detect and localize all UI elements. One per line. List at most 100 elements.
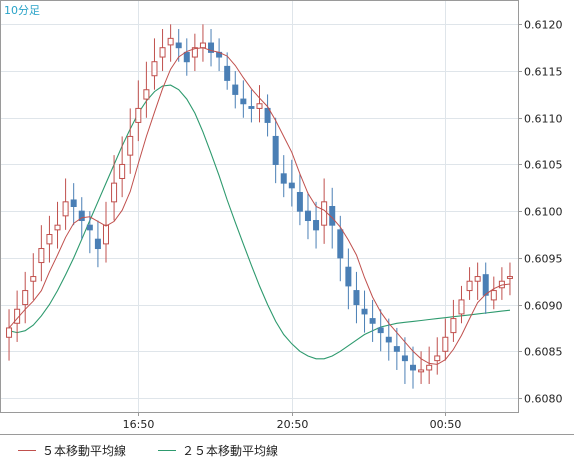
candle-body-down <box>86 224 93 231</box>
legend-label-ma5: ５本移動平均線 <box>42 444 127 458</box>
candle-body-down <box>224 65 231 81</box>
legend-item-ma5: ５本移動平均線 <box>18 442 126 459</box>
x-axis: 16:50 20:50 00:50 <box>123 412 462 431</box>
ma5-line <box>8 47 511 365</box>
candlestick-chart: 10分足 0.6120 0.6115 0.6110 0.6105 0.6100 0.609… <box>0 0 563 431</box>
candle <box>434 337 441 375</box>
candle-body-down <box>272 135 279 165</box>
candle <box>119 136 126 198</box>
plot-frame <box>0 0 519 413</box>
candle <box>361 290 368 333</box>
legend-item-ma25: ２５本移動平均線 <box>158 442 278 459</box>
candle <box>296 173 303 226</box>
x-tick-label: 00:50 <box>430 418 462 431</box>
candle-body-up <box>62 201 69 217</box>
candle-body-down <box>296 191 303 212</box>
candle-body-down <box>288 182 295 189</box>
candle <box>216 38 223 72</box>
legend: ５本移動平均線 ２５本移動平均線 <box>0 434 574 463</box>
candle <box>111 155 118 221</box>
candle-body-down <box>183 51 190 63</box>
candle-body-down <box>78 210 85 222</box>
candle-body-up <box>167 37 174 46</box>
candle-body-down <box>345 266 352 287</box>
candle-body-up <box>38 248 45 264</box>
ma25-line <box>8 84 511 360</box>
candle-body-down <box>232 84 239 95</box>
candle <box>199 24 206 62</box>
candle-body-up <box>458 299 465 315</box>
candle <box>240 80 247 118</box>
ma5-series <box>8 47 511 365</box>
candle-body-up <box>256 103 263 109</box>
candle-body-up <box>466 280 473 292</box>
candle <box>393 327 400 370</box>
ma25-series <box>8 84 511 360</box>
candle <box>46 215 53 263</box>
candle <box>345 248 352 310</box>
candle <box>426 346 433 384</box>
candle-body-down <box>353 290 360 306</box>
candle-body-down <box>248 106 255 109</box>
candle <box>167 24 174 62</box>
candle-body-up <box>474 276 481 282</box>
candle <box>385 318 392 361</box>
candle <box>377 309 384 352</box>
candle-body-up <box>442 336 449 352</box>
candle-body-up <box>321 201 328 226</box>
candle-body-down <box>175 42 182 49</box>
candle-body-up <box>450 318 457 334</box>
candle <box>264 94 271 137</box>
candle-body-down <box>377 327 384 334</box>
candle <box>401 337 408 384</box>
candle <box>353 271 360 324</box>
candle <box>86 211 93 254</box>
candle <box>135 80 142 142</box>
candle-body-up <box>22 290 29 306</box>
candle <box>38 225 45 282</box>
candle <box>102 201 109 263</box>
candle-body-up <box>46 234 53 245</box>
candle-body-up <box>127 135 134 156</box>
candle <box>482 262 489 314</box>
candle <box>232 71 239 109</box>
candle <box>498 267 505 300</box>
candle <box>506 262 513 296</box>
legend-swatch-ma25 <box>158 450 176 451</box>
candle <box>280 155 287 198</box>
candle-body-up <box>159 47 166 58</box>
timeframe-label: 10分足 <box>4 4 40 17</box>
candle-body-up <box>111 182 118 203</box>
candle-body-up <box>490 290 497 301</box>
legend-swatch-ma5 <box>18 450 36 451</box>
candle-body-down <box>304 210 311 222</box>
candle <box>54 201 61 249</box>
candle-body-up <box>199 42 206 49</box>
candle-body-down <box>313 220 320 231</box>
candle <box>442 318 449 361</box>
candle-body-down <box>337 229 344 259</box>
candle-body-down <box>401 355 408 362</box>
candle <box>62 178 69 230</box>
candle-body-up <box>135 107 142 123</box>
candle-body-up <box>151 61 158 77</box>
candle-body-down <box>94 238 101 250</box>
candle <box>410 346 417 389</box>
candle <box>321 178 328 244</box>
candle-body-up <box>54 224 61 231</box>
candle-body-up <box>506 276 513 279</box>
candle <box>490 276 497 310</box>
candle-body-up <box>6 327 13 338</box>
candle-body-up <box>30 276 37 282</box>
candle <box>6 309 13 361</box>
y-tick-label: 0.6110 <box>524 113 563 126</box>
candle <box>313 201 320 249</box>
candle <box>224 52 231 90</box>
candle-body-up <box>143 89 150 100</box>
candle <box>22 271 29 324</box>
candle <box>369 299 376 342</box>
candle <box>30 253 37 300</box>
y-tick-label: 0.6100 <box>524 206 563 219</box>
y-tick-label: 0.6085 <box>524 346 563 359</box>
